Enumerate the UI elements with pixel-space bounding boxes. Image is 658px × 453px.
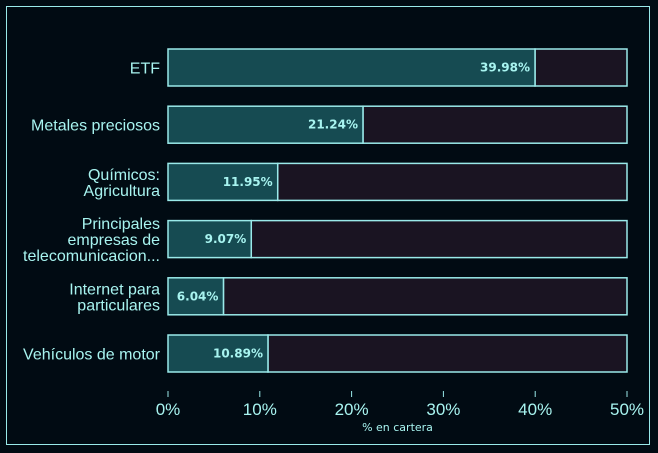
bar-remainder [267, 334, 628, 373]
x-tick-label: 10% [243, 400, 277, 419]
x-axis-title: % en cartera [362, 421, 433, 434]
bar-value [167, 334, 269, 373]
bar-remainder [222, 277, 628, 316]
bar-remainder [250, 219, 628, 259]
x-tick-label: 30% [426, 400, 460, 419]
bar-value [167, 48, 536, 87]
category-label: ETF [130, 61, 160, 78]
bar-value [167, 162, 279, 202]
x-tick-label: 20% [335, 400, 369, 419]
category-label: Químicos: Agricultura [84, 167, 161, 200]
bar-value [167, 105, 364, 144]
bar-value-label: 9.07% [205, 232, 247, 246]
x-axis: 0% 10% 20% 30% 40% 50% [156, 391, 644, 419]
x-tick-label: 40% [518, 400, 552, 419]
category-labels: ETF Metales preciosos Químicos: Agricultura… [23, 61, 161, 364]
bar-remainder [276, 162, 628, 202]
bar-value [167, 277, 225, 316]
bar-remainder [534, 48, 628, 87]
x-tick-label: 0% [156, 400, 181, 419]
bar-value-label: 39.98% [480, 61, 530, 75]
bar-remainder [362, 105, 628, 144]
category-label: Principales empresas de telecomunicacion..… [23, 216, 160, 265]
bar-value [167, 219, 253, 259]
bar-value-label: 21.24% [308, 118, 358, 132]
chart-frame [6, 6, 650, 445]
category-label: Metales preciosos [31, 118, 160, 135]
category-label: Internet para particulares [69, 281, 160, 314]
bars-layer: 39.98% 21.24% 11.95% 9.07% 6.04% 10.89% [167, 48, 628, 373]
bar-value-label: 11.95% [223, 175, 273, 189]
bar-value-label: 10.89% [213, 347, 263, 361]
x-tick-label: 50% [610, 400, 644, 419]
bar-value-label: 6.04% [177, 289, 219, 303]
category-label: Vehículos de motor [23, 347, 161, 364]
